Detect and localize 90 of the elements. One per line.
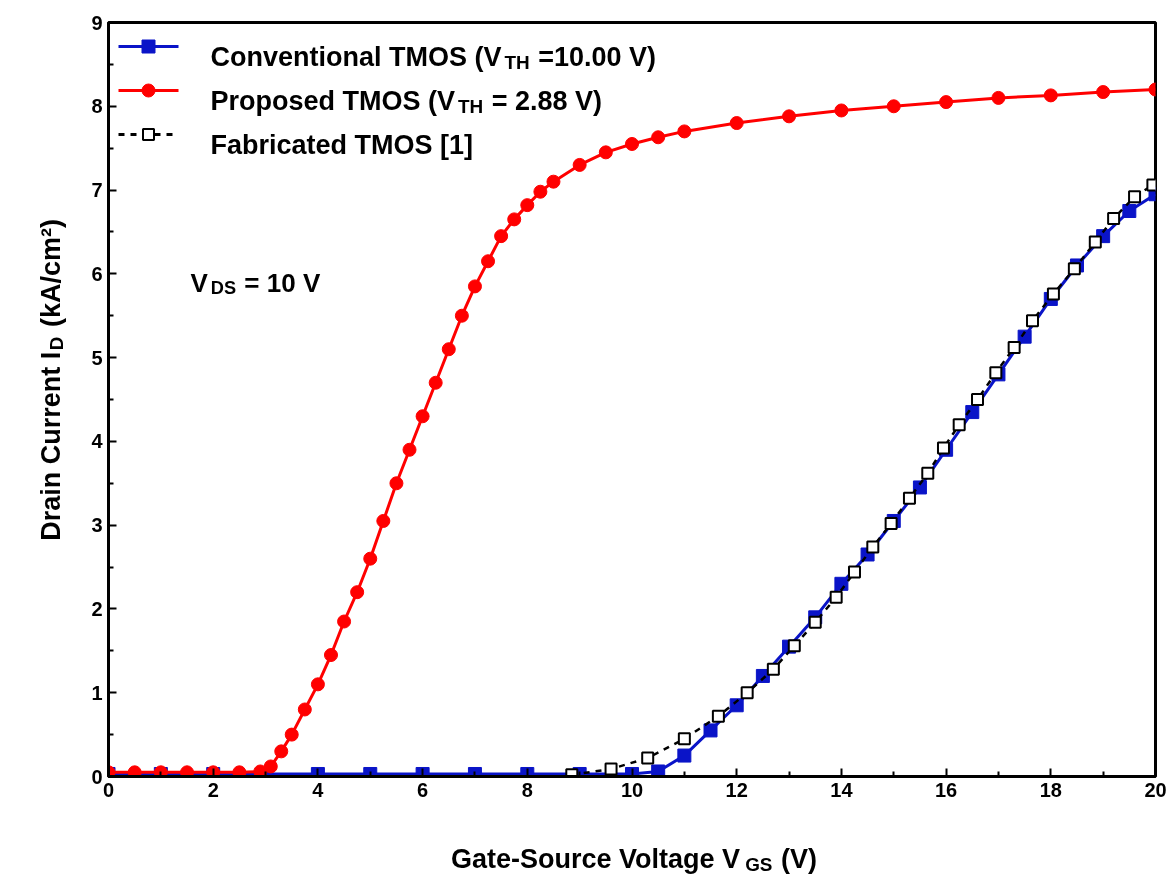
y-tick-label: 2 (91, 597, 103, 620)
point (481, 254, 496, 269)
point (1128, 190, 1142, 204)
point (127, 765, 142, 777)
point (1007, 341, 1021, 355)
x-tick-label: 16 (934, 778, 958, 801)
y-tick-label: 3 (91, 514, 103, 537)
annotation: VDS = 10 V (190, 267, 321, 299)
point (363, 551, 378, 566)
point (274, 744, 289, 759)
point (546, 174, 561, 189)
point (263, 759, 278, 774)
point (1046, 287, 1060, 301)
point (323, 648, 338, 663)
point (507, 212, 522, 227)
point (991, 90, 1006, 105)
point (441, 342, 456, 357)
point (1107, 212, 1121, 226)
point (939, 95, 954, 110)
point (834, 103, 849, 118)
point (677, 732, 691, 746)
point (677, 124, 692, 139)
legend-label: Fabricated TMOS [1] (210, 129, 474, 160)
point (829, 590, 843, 604)
x-tick-label: 10 (620, 778, 644, 801)
point (284, 727, 299, 742)
point (902, 491, 916, 505)
point (711, 709, 725, 723)
point (389, 476, 404, 491)
y-tick-label: 6 (91, 262, 103, 285)
point (787, 639, 801, 653)
point (782, 109, 797, 124)
point (834, 576, 849, 591)
point (1043, 88, 1058, 103)
point (180, 765, 195, 777)
point (921, 466, 935, 480)
point (467, 279, 482, 294)
point (766, 662, 780, 676)
x-tick-label: 20 (1144, 778, 1167, 801)
point (936, 441, 950, 455)
point (454, 308, 469, 323)
x-tick-label: 2 (207, 778, 219, 801)
x-tick-label: 12 (725, 778, 748, 801)
point (729, 698, 744, 713)
point (533, 184, 548, 199)
point (350, 585, 365, 600)
point (651, 130, 666, 145)
point (415, 409, 430, 424)
point (297, 702, 312, 717)
x-tick-label: 6 (417, 778, 429, 801)
point (572, 157, 587, 172)
point (337, 614, 352, 629)
point (641, 751, 655, 765)
x-tick-label: 14 (830, 778, 854, 801)
y-tick-label: 1 (91, 681, 103, 704)
point (520, 198, 535, 213)
y-tick-label: 4 (91, 430, 104, 453)
point (494, 229, 509, 244)
x-tick-label: 18 (1039, 778, 1062, 801)
point (651, 764, 666, 777)
point (625, 136, 639, 151)
point (952, 418, 966, 432)
point (703, 723, 718, 738)
point (866, 540, 880, 554)
point (677, 748, 692, 763)
point (847, 565, 861, 579)
y-tick-label: 7 (91, 179, 103, 202)
point (808, 615, 822, 629)
point (740, 686, 754, 700)
point (971, 393, 985, 406)
point (1088, 235, 1102, 249)
point (886, 99, 901, 114)
point (604, 762, 618, 776)
x-tick-label: 4 (312, 778, 325, 801)
point (428, 375, 443, 390)
y-tick-label: 8 (91, 95, 103, 118)
point (1025, 314, 1039, 328)
point (598, 145, 613, 160)
x-tick-label: 8 (521, 778, 533, 801)
point (1067, 262, 1081, 276)
point (232, 765, 247, 777)
point (402, 442, 417, 457)
point (1096, 85, 1111, 100)
y-tick-label: 5 (91, 346, 103, 369)
y-tick-label: 9 (91, 11, 103, 34)
point (310, 677, 325, 692)
y-axis-title: Drain Current ID (kA/cm²) (35, 218, 67, 541)
point (729, 116, 744, 131)
point (376, 513, 391, 528)
point (1122, 204, 1137, 218)
